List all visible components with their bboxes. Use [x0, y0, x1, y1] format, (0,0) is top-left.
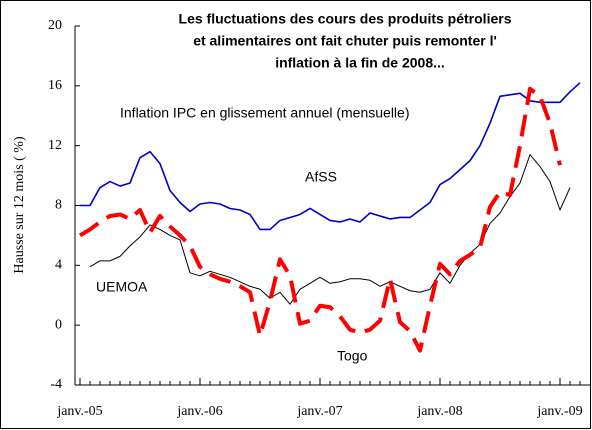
y-tick-label: 12: [48, 138, 62, 153]
series-label: Togo: [337, 348, 368, 364]
y-axis-label: Hausse sur 12 mois ( %): [12, 136, 27, 274]
series-line: [78, 86, 562, 353]
x-tick-label: janv.-05: [56, 404, 102, 419]
title-line: et alimentaires ont fait chuter puis rem…: [193, 33, 497, 49]
x-tick-label: janv.-07: [296, 404, 342, 419]
title-line: inflation à la fin de 2008...: [275, 55, 445, 71]
series-line: [89, 154, 571, 305]
subtitle: Inflation IPC en glissement annuel (mens…: [120, 105, 410, 121]
x-tick-label: janv.-08: [416, 404, 462, 419]
y-tick-label: -4: [50, 377, 62, 392]
x-tick-label: janv.-09: [536, 404, 582, 419]
y-tick-label: 20: [48, 18, 62, 33]
series-label: AfSS: [305, 169, 337, 185]
series-label: UEMOA: [96, 279, 148, 295]
series-line: [80, 82, 581, 231]
y-tick-label: 4: [55, 258, 62, 273]
y-tick-label: 0: [55, 317, 62, 332]
y-tick-label: 8: [55, 198, 62, 213]
x-tick-label: janv.-06: [176, 404, 222, 419]
title-line: Les fluctuations des cours des produits …: [179, 11, 512, 27]
y-tick-label: 16: [48, 78, 62, 93]
